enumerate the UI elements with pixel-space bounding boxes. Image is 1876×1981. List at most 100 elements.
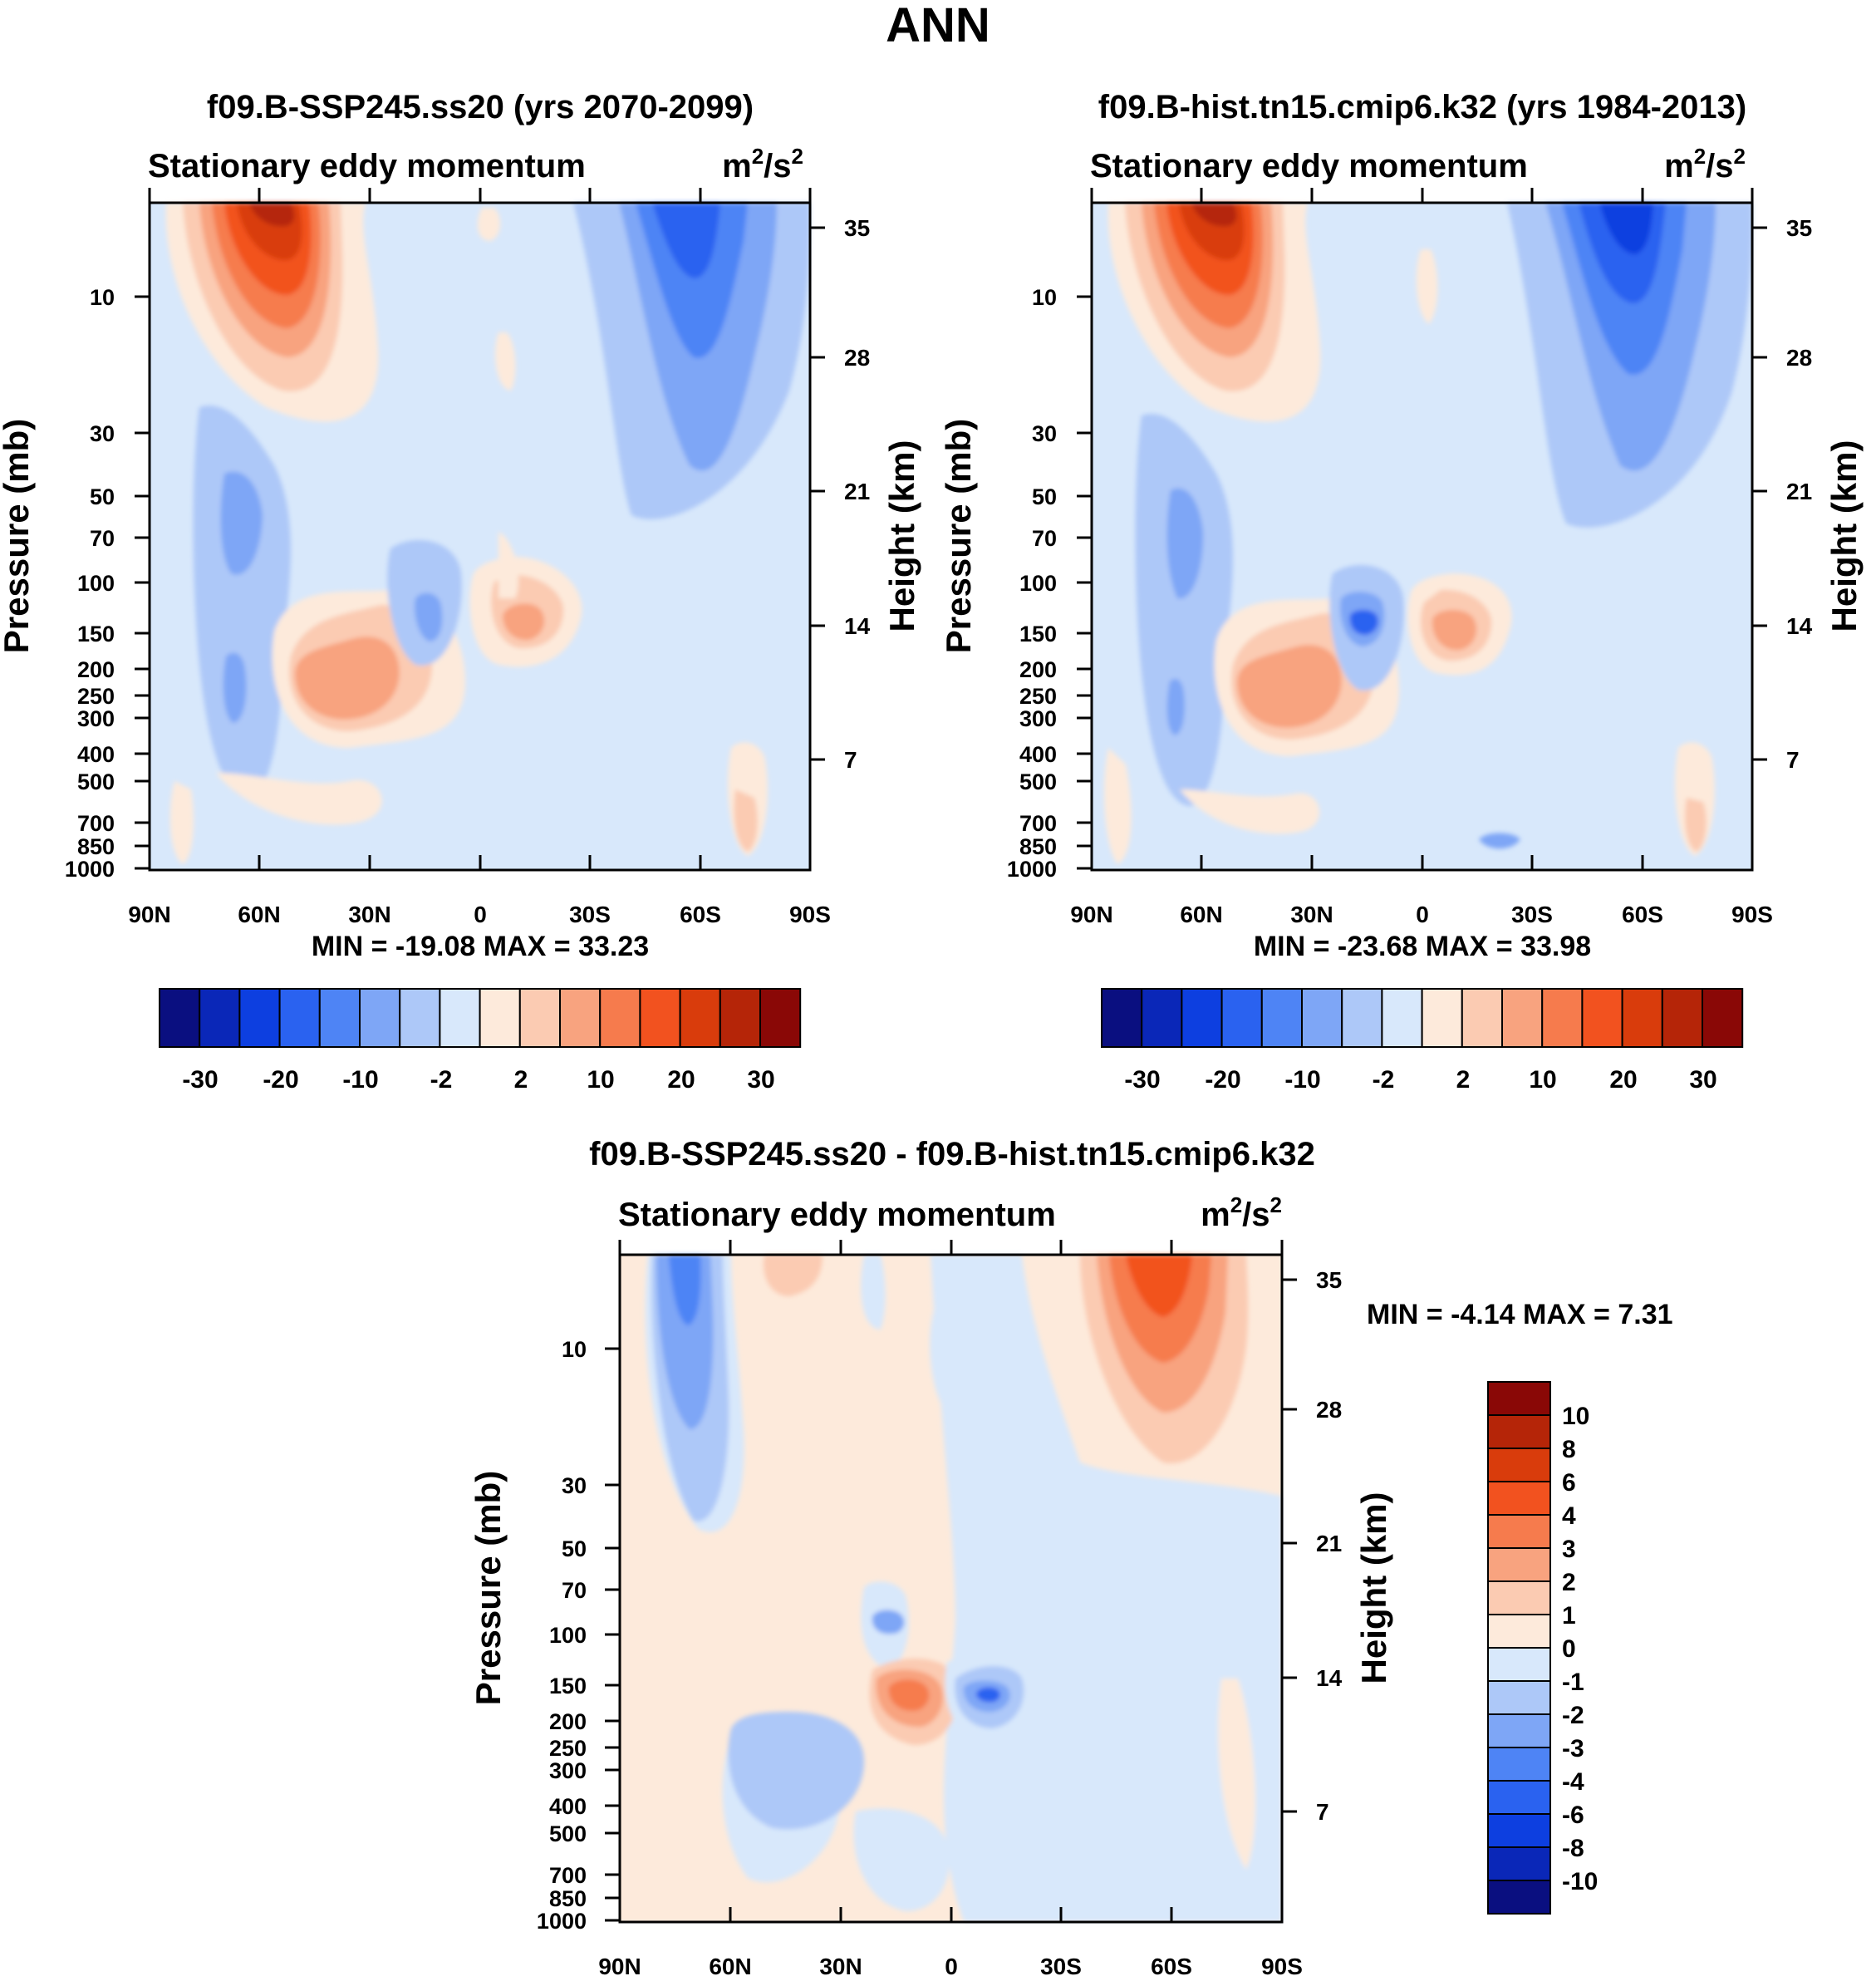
colorbar-label: -10 [1562,1868,1598,1895]
contour-region [1218,1679,1255,1870]
panel-b-stats: MIN = -23.68 MAX = 33.98 [1254,931,1591,962]
tick-label: 500 [549,1821,587,1846]
colorbar-label: 30 [747,1066,774,1094]
panel-c-subtitle: Stationary eddy momentum [618,1197,1056,1233]
panel-a-subtitle: Stationary eddy momentum [148,148,586,184]
tick-label: 30S [1040,1954,1082,1979]
colorbar-label: -2 [1373,1066,1395,1094]
colorbar-box [1260,988,1304,1048]
panel-b: f09.B-hist.tn15.cmip6.k32 (yrs 1984-2013… [939,89,1864,1094]
colorbar-label: -1 [1562,1669,1584,1696]
tick-label: 21 [1786,479,1812,504]
contour-region [1135,414,1233,806]
colorbar-box [1581,988,1623,1048]
tick-label: 200 [549,1709,587,1734]
panel-c-units: m2/s2 [1201,1192,1282,1233]
colorbar-box [1661,988,1704,1048]
tick-label: 7 [1316,1799,1329,1825]
tick-label: 500 [1019,769,1057,794]
contour-region [1432,610,1477,651]
panel-c-ticks [605,1240,1297,1922]
colorbar-box [1341,988,1383,1048]
tick-label: 90S [1261,1954,1303,1979]
panel-b-subtitle: Stationary eddy momentum [1090,148,1528,184]
contour-region [1126,1255,1192,1317]
contour-region [169,781,194,864]
tick-label: 35 [1786,215,1812,241]
panel-c: f09.B-SSP245.ss20 - f09.B-hist.tn15.cmip… [469,1136,1673,1979]
tick-label: 10 [90,285,115,310]
colorbar-box [1301,988,1343,1048]
contour-region [1479,833,1520,849]
tick-label: 14 [1786,613,1813,639]
panel-c-title: f09.B-SSP245.ss20 - f09.B-hist.tn15.cmip… [589,1136,1315,1172]
tick-label: 30S [569,902,611,927]
colorbar-label: 30 [1689,1066,1716,1094]
tick-label: 300 [1019,706,1057,731]
contour-region [1166,678,1185,735]
contour-region [1349,610,1378,636]
colorbar-box [1487,1780,1551,1815]
panel-a-ticks [135,188,825,870]
tick-label: 30 [1032,421,1057,446]
tick-label: 60N [238,902,280,927]
colorbar-box [1381,988,1423,1048]
colorbar-boxes [159,988,802,1048]
tick-label: 400 [1019,742,1057,767]
colorbar-label: 10 [1562,1403,1589,1430]
tick-label: 0 [1416,902,1429,927]
colorbar-box [1461,988,1504,1048]
colorbar-label: 0 [1562,1635,1576,1663]
contour-region [1685,798,1707,852]
colorbar-box [1101,988,1143,1048]
tick-label: 30N [348,902,390,927]
panel-c-height-ticks: 35 28 21 14 7 [1316,1267,1343,1825]
tick-label: 850 [549,1886,587,1911]
tick-label: 35 [1316,1267,1342,1293]
panel-c-yticks: 10 30 50 70 100 150 200 250 300 400 500 … [537,1337,587,1934]
tick-label: 50 [1032,484,1057,509]
tick-label: 28 [1316,1397,1342,1423]
colorbar-box [1702,988,1744,1048]
tick-label: 21 [1316,1531,1342,1556]
tick-label: 100 [77,571,115,596]
panel-a-xticks: 90N 60N 30N 0 30S 60S 90S [128,902,831,927]
contour-region [1237,645,1342,728]
colorbar-box [1421,988,1463,1048]
colorbar-label: 2 [1562,1569,1576,1596]
colorbar-label: -4 [1562,1768,1584,1796]
tick-label: 60N [1180,902,1222,927]
tick-label: 30 [90,421,115,446]
tick-label: 14 [844,613,871,639]
tick-label: 0 [474,902,487,927]
colorbar-label: 2 [1456,1066,1471,1094]
colorbar-label: -2 [1562,1702,1584,1729]
panel-b-ylabel-right: Height (km) [1824,440,1864,632]
panel-b-colorbar: -30 -20 -10 -2 2 10 20 30 [1101,988,1744,1094]
tick-label: 90S [789,902,831,927]
tick-label: 500 [77,769,115,794]
tick-label: 70 [1032,526,1057,551]
panel-b-plot [1090,201,1754,872]
tick-label: 700 [77,811,115,836]
colorbar-label: 1 [1562,1602,1576,1630]
panel-a-colorbar: -30 -20 -10 -2 2 10 20 30 [159,988,802,1094]
colorbar-label: -8 [1562,1835,1584,1862]
contour-region [1599,203,1653,254]
tick-label: 300 [549,1758,587,1783]
panel-a-title: f09.B-SSP245.ss20 (yrs 2070-2099) [207,89,754,125]
colorbar-box [719,988,761,1048]
contour-region [498,532,518,598]
tick-label: 400 [77,742,115,767]
colorbar-box [1487,1813,1551,1848]
colorbar-label: -2 [430,1066,453,1094]
colorbar-box [479,988,521,1048]
contour-region [888,1679,930,1711]
panel-b-yticks: 10 30 50 70 100 150 200 250 300 400 500 … [1007,285,1057,882]
colorbar-box [1487,1713,1551,1748]
tick-label: 60S [680,902,721,927]
colorbar-box [1487,1481,1551,1516]
contour-region [477,208,500,241]
contour-region [223,652,247,723]
